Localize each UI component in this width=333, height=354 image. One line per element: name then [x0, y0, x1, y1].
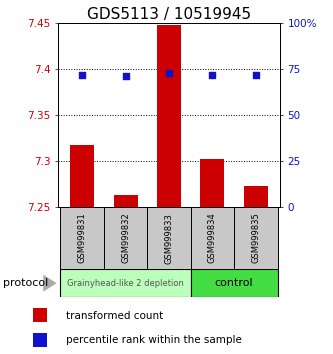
- Bar: [33, 333, 47, 347]
- Text: GSM999834: GSM999834: [208, 213, 217, 263]
- FancyBboxPatch shape: [104, 207, 147, 269]
- Text: percentile rank within the sample: percentile rank within the sample: [66, 335, 241, 345]
- FancyBboxPatch shape: [147, 207, 191, 269]
- Bar: [70, 145, 94, 207]
- Polygon shape: [43, 275, 57, 292]
- FancyBboxPatch shape: [61, 269, 191, 297]
- Point: [253, 72, 258, 78]
- FancyBboxPatch shape: [61, 207, 104, 269]
- Text: GSM999835: GSM999835: [251, 213, 260, 263]
- Point: [80, 72, 85, 78]
- Text: protocol: protocol: [3, 278, 49, 288]
- Bar: [114, 195, 138, 207]
- Title: GDS5113 / 10519945: GDS5113 / 10519945: [87, 7, 251, 22]
- Text: GSM999833: GSM999833: [165, 213, 173, 263]
- Text: Grainyhead-like 2 depletion: Grainyhead-like 2 depletion: [67, 279, 184, 288]
- Bar: [244, 186, 268, 207]
- Text: transformed count: transformed count: [66, 310, 163, 321]
- Text: control: control: [215, 278, 253, 288]
- FancyBboxPatch shape: [191, 207, 234, 269]
- Bar: [200, 159, 224, 207]
- Bar: [157, 25, 181, 207]
- Point: [123, 74, 128, 79]
- FancyBboxPatch shape: [234, 207, 277, 269]
- FancyBboxPatch shape: [191, 269, 277, 297]
- Bar: [33, 308, 47, 322]
- Point: [166, 70, 172, 75]
- Text: GSM999831: GSM999831: [78, 213, 87, 263]
- Point: [210, 72, 215, 78]
- Text: GSM999832: GSM999832: [121, 213, 130, 263]
